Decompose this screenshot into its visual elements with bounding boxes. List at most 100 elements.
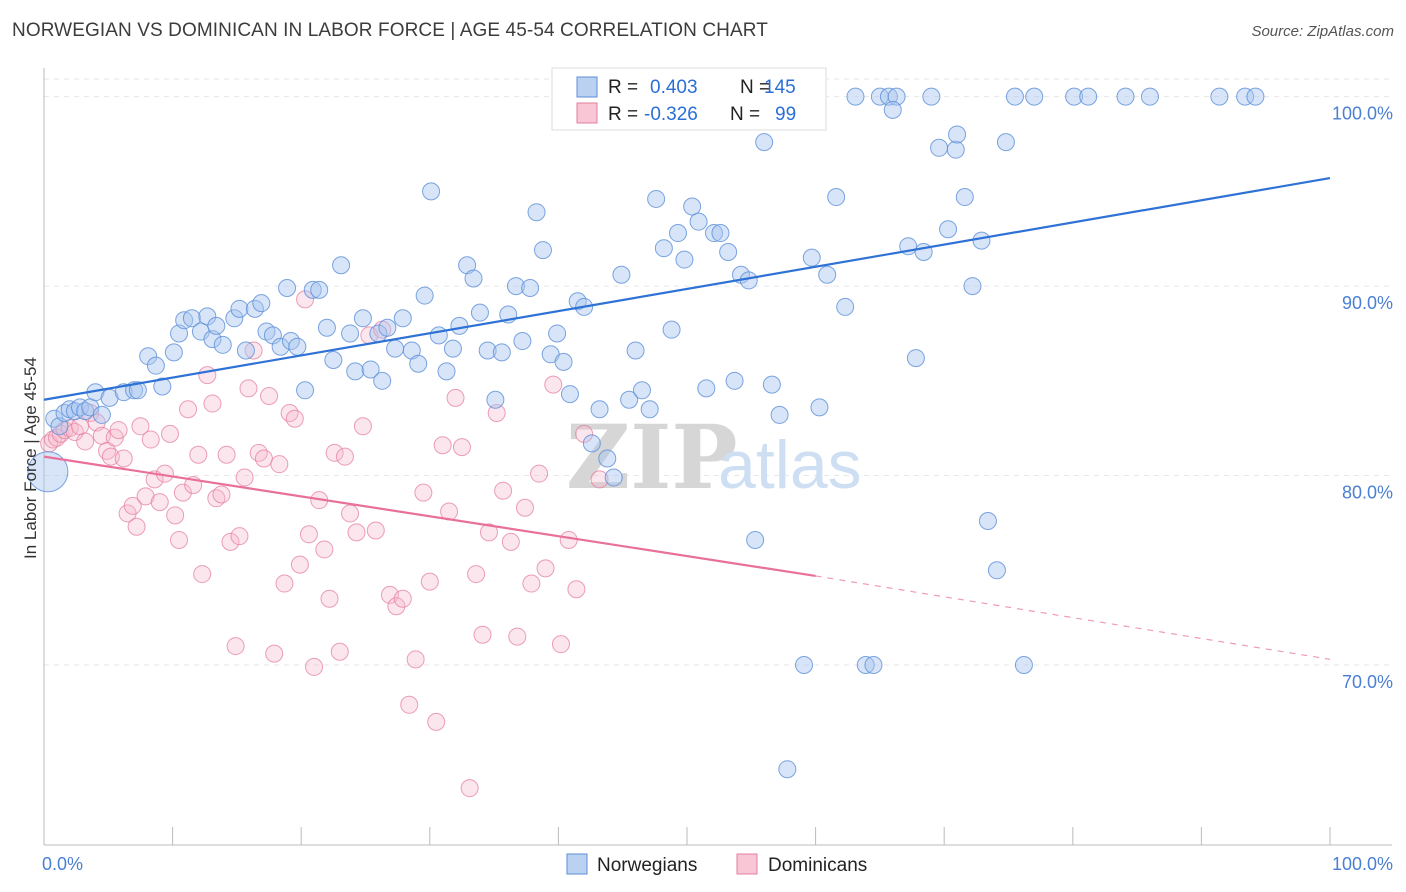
point-dominican bbox=[427, 712, 446, 731]
point-dominican bbox=[123, 496, 142, 515]
point-norwegian bbox=[128, 381, 147, 400]
point-norwegian bbox=[236, 341, 255, 360]
legend-n-value-dominicans: 99 bbox=[775, 104, 796, 125]
point-norwegian bbox=[450, 316, 469, 335]
point-dominican bbox=[239, 379, 258, 398]
point-dominican bbox=[414, 483, 433, 502]
point-norwegian bbox=[1246, 87, 1265, 106]
y-tick-label: 90.0% bbox=[1342, 293, 1393, 313]
point-dominican bbox=[530, 464, 549, 483]
point-norwegian bbox=[324, 350, 343, 369]
point-dominican bbox=[446, 388, 465, 407]
legend-label-dominicans: Dominicans bbox=[768, 855, 867, 876]
point-dominican bbox=[515, 498, 534, 517]
point-norwegian bbox=[213, 335, 232, 354]
point-norwegian bbox=[746, 530, 765, 549]
point-norwegian bbox=[296, 381, 315, 400]
watermark-atlas: atlas bbox=[718, 427, 862, 503]
point-norwegian bbox=[996, 133, 1015, 152]
point-norwegian bbox=[1116, 87, 1135, 106]
point-dominican bbox=[522, 574, 541, 593]
point-norwegian bbox=[711, 224, 730, 243]
point-dominican bbox=[406, 650, 425, 669]
point-norwegian bbox=[582, 434, 601, 453]
legend-swatch-norwegians bbox=[576, 76, 598, 98]
point-dominican bbox=[179, 400, 198, 419]
point-norwegian bbox=[203, 330, 222, 349]
legend-r-value-norwegians: 0.403 bbox=[650, 77, 698, 98]
point-norwegian bbox=[697, 379, 716, 398]
point-norwegian bbox=[818, 265, 837, 284]
point-dominican bbox=[341, 504, 360, 523]
point-dominican bbox=[467, 565, 486, 584]
point-norwegian bbox=[827, 188, 846, 207]
point-norwegian bbox=[972, 231, 991, 250]
point-norwegian bbox=[182, 309, 201, 328]
legend-r-label-dominicans: R = bbox=[608, 104, 638, 125]
point-norwegian bbox=[443, 339, 462, 358]
point-norwegian bbox=[458, 256, 477, 275]
point-norwegian bbox=[955, 188, 974, 207]
point-norwegian bbox=[278, 278, 297, 297]
point-norwegian bbox=[1005, 87, 1024, 106]
watermark: ZIP atlas bbox=[566, 405, 862, 509]
point-norwegian bbox=[386, 339, 405, 358]
point-norwegian bbox=[883, 100, 902, 119]
point-dominican bbox=[254, 449, 273, 468]
x-tick-label-min: 0.0% bbox=[42, 854, 83, 874]
point-dominican bbox=[226, 637, 245, 656]
y-axis-label: In Labor Force | Age 45-54 bbox=[21, 357, 40, 559]
point-dominican bbox=[353, 417, 372, 436]
trendline-dominicans-extension bbox=[815, 575, 1331, 660]
point-dominican bbox=[290, 555, 309, 574]
point-norwegian bbox=[598, 449, 617, 468]
point-norwegian bbox=[810, 398, 829, 417]
point-norwegian bbox=[310, 280, 329, 299]
point-norwegian bbox=[225, 309, 244, 328]
point-norwegian bbox=[620, 390, 639, 409]
point-dominican bbox=[76, 432, 95, 451]
point-dominican bbox=[305, 657, 324, 676]
point-dominican bbox=[487, 404, 506, 423]
series-legend: Norwegians Dominicans bbox=[566, 853, 867, 876]
point-norwegian bbox=[802, 248, 821, 267]
point-norwegian bbox=[879, 87, 898, 106]
trendline-dominicans bbox=[43, 455, 816, 578]
point-dominican bbox=[335, 447, 354, 466]
point-norwegian bbox=[978, 512, 997, 531]
point-norwegian bbox=[492, 343, 511, 362]
point-dominican bbox=[315, 540, 334, 559]
point-norwegian bbox=[612, 265, 631, 284]
point-dominican bbox=[217, 445, 236, 464]
point-dominican bbox=[275, 574, 294, 593]
point-norwegian bbox=[1025, 87, 1044, 106]
grid-layer bbox=[44, 78, 1392, 666]
point-norwegian bbox=[683, 197, 702, 216]
point-norwegian bbox=[939, 220, 958, 239]
legend-label-norwegians: Norwegians bbox=[597, 855, 697, 876]
point-dominican bbox=[114, 449, 133, 468]
point-norwegian bbox=[198, 307, 217, 326]
point-norwegian bbox=[153, 377, 172, 396]
point-dominican bbox=[320, 589, 339, 608]
point-norwegian bbox=[846, 87, 865, 106]
point-norwegian bbox=[922, 87, 941, 106]
point-dominican bbox=[161, 424, 180, 443]
legend-n-label-dominicans: N = bbox=[730, 104, 760, 125]
point-dominican bbox=[452, 438, 471, 457]
point-norwegian bbox=[689, 212, 708, 231]
point-dominican bbox=[150, 493, 169, 512]
point-norwegian bbox=[341, 324, 360, 343]
point-dominican bbox=[249, 443, 268, 462]
point-dominican bbox=[280, 404, 299, 423]
point-norwegian bbox=[654, 239, 673, 258]
point-norwegian bbox=[393, 309, 412, 328]
point-norwegian bbox=[521, 278, 540, 297]
chart-source: Source: ZipAtlas.com bbox=[1251, 23, 1394, 40]
point-norwegian bbox=[1140, 87, 1159, 106]
trend-lines bbox=[43, 177, 1331, 660]
point-dominican bbox=[260, 386, 279, 405]
point-dominican bbox=[567, 580, 586, 599]
point-norwegian bbox=[948, 125, 967, 144]
